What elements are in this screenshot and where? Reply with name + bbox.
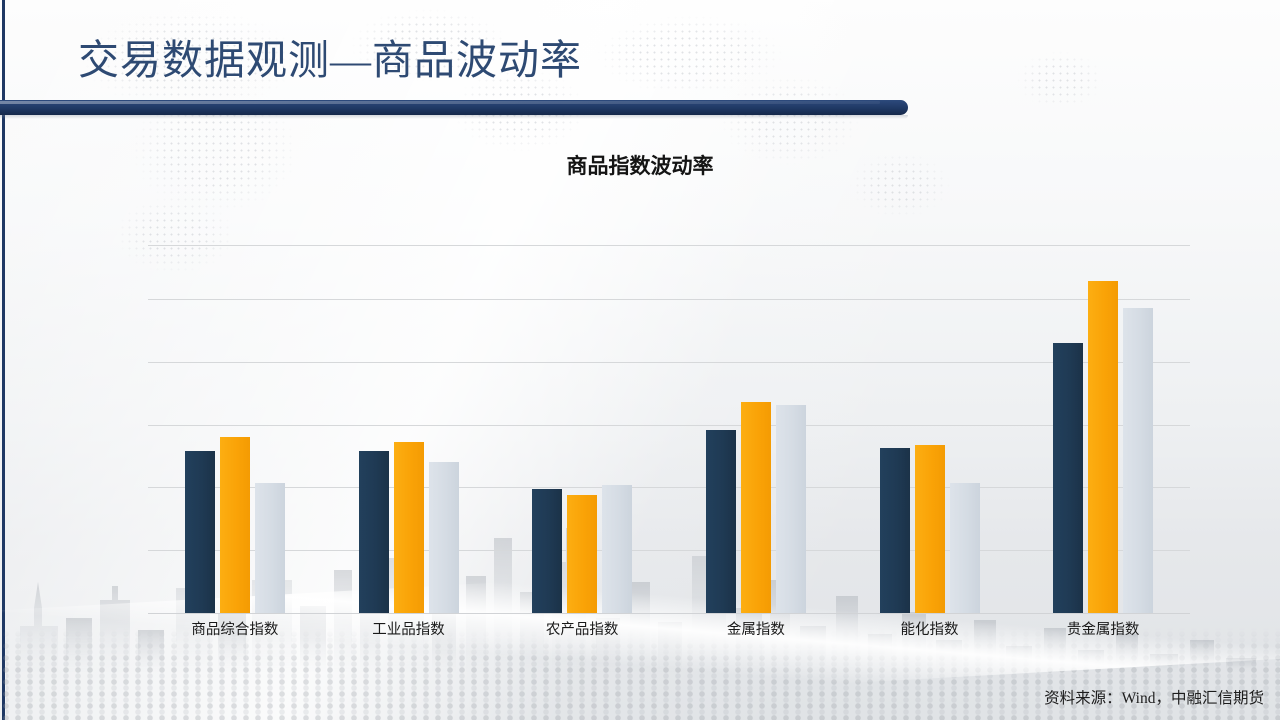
bar[interactable]: [949, 482, 980, 613]
bar[interactable]: [1053, 342, 1084, 613]
chart-plot-area: [148, 200, 1190, 613]
chart-gridline: [148, 361, 1190, 363]
world-map-dot-texture: [0, 0, 1280, 330]
page-title: 交易数据观测—商品波动率: [78, 37, 582, 83]
chart-title: 商品指数波动率: [566, 154, 714, 178]
bar-chart: 商品综合指数 工业品指数 农产品指数 金属指数 能化指数 贵金属指数: [148, 200, 1190, 638]
bar[interactable]: [219, 437, 250, 613]
bar[interactable]: [775, 405, 806, 613]
chart-gridline: [148, 424, 1190, 426]
bar-group: [358, 200, 459, 613]
chart-gridline: [148, 299, 1190, 301]
bar[interactable]: [1123, 308, 1154, 613]
title-accent-bar: [0, 100, 920, 119]
chart-gridline: [148, 487, 1190, 489]
bar[interactable]: [914, 445, 945, 613]
title-accent-bar-shadow: [0, 115, 908, 119]
category-label: 能化指数: [900, 622, 959, 638]
title-accent-bar-fill: [0, 100, 908, 115]
chart-gridline: [148, 550, 1190, 552]
bar-group: [879, 200, 980, 613]
category-label: 工业品指数: [372, 622, 445, 638]
category-label: 农产品指数: [545, 622, 619, 638]
chart-gridline: [148, 245, 1190, 247]
bar[interactable]: [705, 430, 736, 613]
bar[interactable]: [567, 494, 598, 613]
category-label: 贵金属指数: [1066, 622, 1140, 638]
bar[interactable]: [428, 461, 459, 613]
bar[interactable]: [358, 451, 389, 613]
bar[interactable]: [393, 442, 424, 613]
bar-group: [1053, 200, 1154, 613]
chart-axis-line: [148, 613, 1190, 614]
bar-group: [184, 200, 285, 613]
left-accent-rule: [2, 0, 5, 720]
bar[interactable]: [740, 401, 771, 613]
title-accent-bar-highlight: [0, 101, 880, 104]
category-label: 金属指数: [726, 622, 785, 638]
bar-group: [532, 200, 633, 613]
bar[interactable]: [532, 489, 563, 613]
source-note: 资料来源：Wind，中融汇信期货: [1044, 690, 1264, 707]
bar[interactable]: [254, 482, 285, 613]
bar[interactable]: [879, 448, 910, 613]
bar-group: [705, 200, 806, 613]
bar[interactable]: [602, 484, 633, 613]
bar[interactable]: [1088, 281, 1119, 613]
category-label: 商品综合指数: [191, 622, 279, 638]
bar[interactable]: [184, 451, 215, 613]
